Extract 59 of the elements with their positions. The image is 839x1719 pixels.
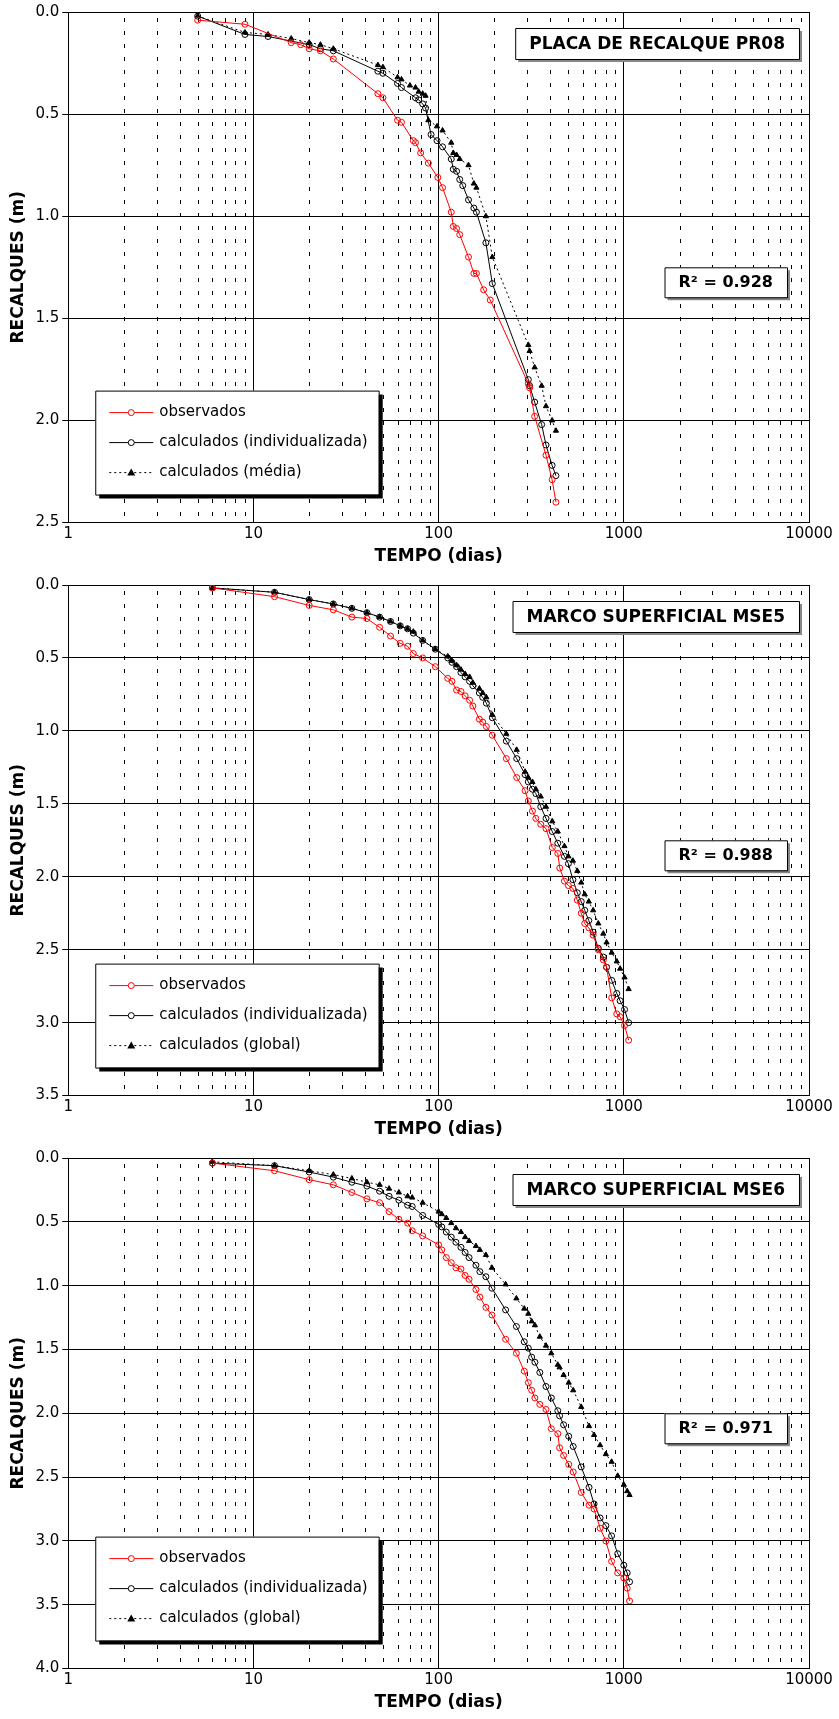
x-tick-label: 100 bbox=[424, 524, 453, 543]
y-tick-label: 2.0 bbox=[35, 1403, 60, 1422]
x-tick-label: 100 bbox=[424, 1670, 453, 1689]
y-axis-title: RECALQUES (m) bbox=[6, 764, 27, 917]
y-tick-label: 0.0 bbox=[35, 574, 60, 593]
x-tick-label: 100 bbox=[424, 1097, 453, 1116]
y-tick-label: 2.5 bbox=[35, 512, 60, 531]
legend-label: calculados (global) bbox=[159, 1035, 301, 1054]
y-tick-label: 2.0 bbox=[35, 410, 60, 429]
y-tick-label: 3.0 bbox=[35, 1530, 60, 1549]
legend-label: calculados (individualizada) bbox=[159, 432, 368, 451]
y-tick-label: 2.0 bbox=[35, 866, 60, 885]
y-tick-label: 3.5 bbox=[35, 1085, 60, 1104]
text: PLACA DE RECALQUE PR08 bbox=[529, 32, 786, 53]
x-tick-label: 1 bbox=[63, 1670, 74, 1689]
y-tick-label: 1.5 bbox=[35, 793, 60, 812]
x-axis-title: TEMPO (dias) bbox=[374, 1691, 503, 1712]
y-tick-label: 1.5 bbox=[35, 308, 60, 327]
y-tick-label: 3.0 bbox=[35, 1012, 60, 1031]
y-axis-title: RECALQUES (m) bbox=[6, 1337, 27, 1490]
y-tick-label: 0.5 bbox=[35, 647, 60, 666]
y-tick-label: 0.0 bbox=[35, 1, 60, 20]
x-tick-label: 1 bbox=[63, 524, 74, 543]
legend-label: calculados (global) bbox=[159, 1608, 301, 1627]
y-tick-label: 0.5 bbox=[35, 1211, 60, 1230]
legend-label: observados bbox=[159, 402, 246, 421]
y-tick-label: 1.0 bbox=[35, 1275, 60, 1294]
annotation: R² = 0.928 bbox=[678, 272, 773, 292]
x-tick-label: 1000 bbox=[604, 1670, 643, 1689]
legend-label: observados bbox=[159, 1548, 246, 1567]
x-tick-label: 10 bbox=[243, 524, 263, 543]
y-tick-label: 0.5 bbox=[35, 104, 60, 123]
y-axis-title: RECALQUES (m) bbox=[6, 191, 27, 344]
x-tick-label: 10000 bbox=[785, 524, 833, 543]
x-axis-title: TEMPO (dias) bbox=[374, 545, 503, 566]
x-axis-title: TEMPO (dias) bbox=[374, 1118, 503, 1139]
y-tick-label: 1.0 bbox=[35, 206, 60, 225]
annotation: R² = 0.988 bbox=[678, 845, 773, 865]
y-tick-label: 1.0 bbox=[35, 720, 60, 739]
y-tick-label: 3.5 bbox=[35, 1594, 60, 1613]
x-tick-label: 10 bbox=[243, 1670, 263, 1689]
y-tick-label: 1.5 bbox=[35, 1339, 60, 1358]
x-tick-label: 10000 bbox=[785, 1097, 833, 1116]
text: MARCO SUPERFICIAL MSE5 bbox=[526, 605, 786, 626]
y-tick-label: 4.0 bbox=[35, 1658, 60, 1677]
x-tick-label: 1 bbox=[63, 1097, 74, 1116]
legend-label: calculados (individualizada) bbox=[159, 1005, 368, 1024]
x-tick-label: 1000 bbox=[604, 524, 643, 543]
legend-label: calculados (individualizada) bbox=[159, 1578, 368, 1597]
legend-label: observados bbox=[159, 975, 246, 994]
x-tick-label: 10000 bbox=[785, 1670, 833, 1689]
annotation: R² = 0.971 bbox=[678, 1418, 773, 1438]
legend-label: calculados (média) bbox=[159, 462, 302, 481]
text: MARCO SUPERFICIAL MSE6 bbox=[526, 1178, 786, 1199]
y-tick-label: 0.0 bbox=[35, 1147, 60, 1166]
y-tick-label: 2.5 bbox=[35, 939, 60, 958]
y-tick-label: 2.5 bbox=[35, 1467, 60, 1486]
x-tick-label: 10 bbox=[243, 1097, 263, 1116]
x-tick-label: 1000 bbox=[604, 1097, 643, 1116]
